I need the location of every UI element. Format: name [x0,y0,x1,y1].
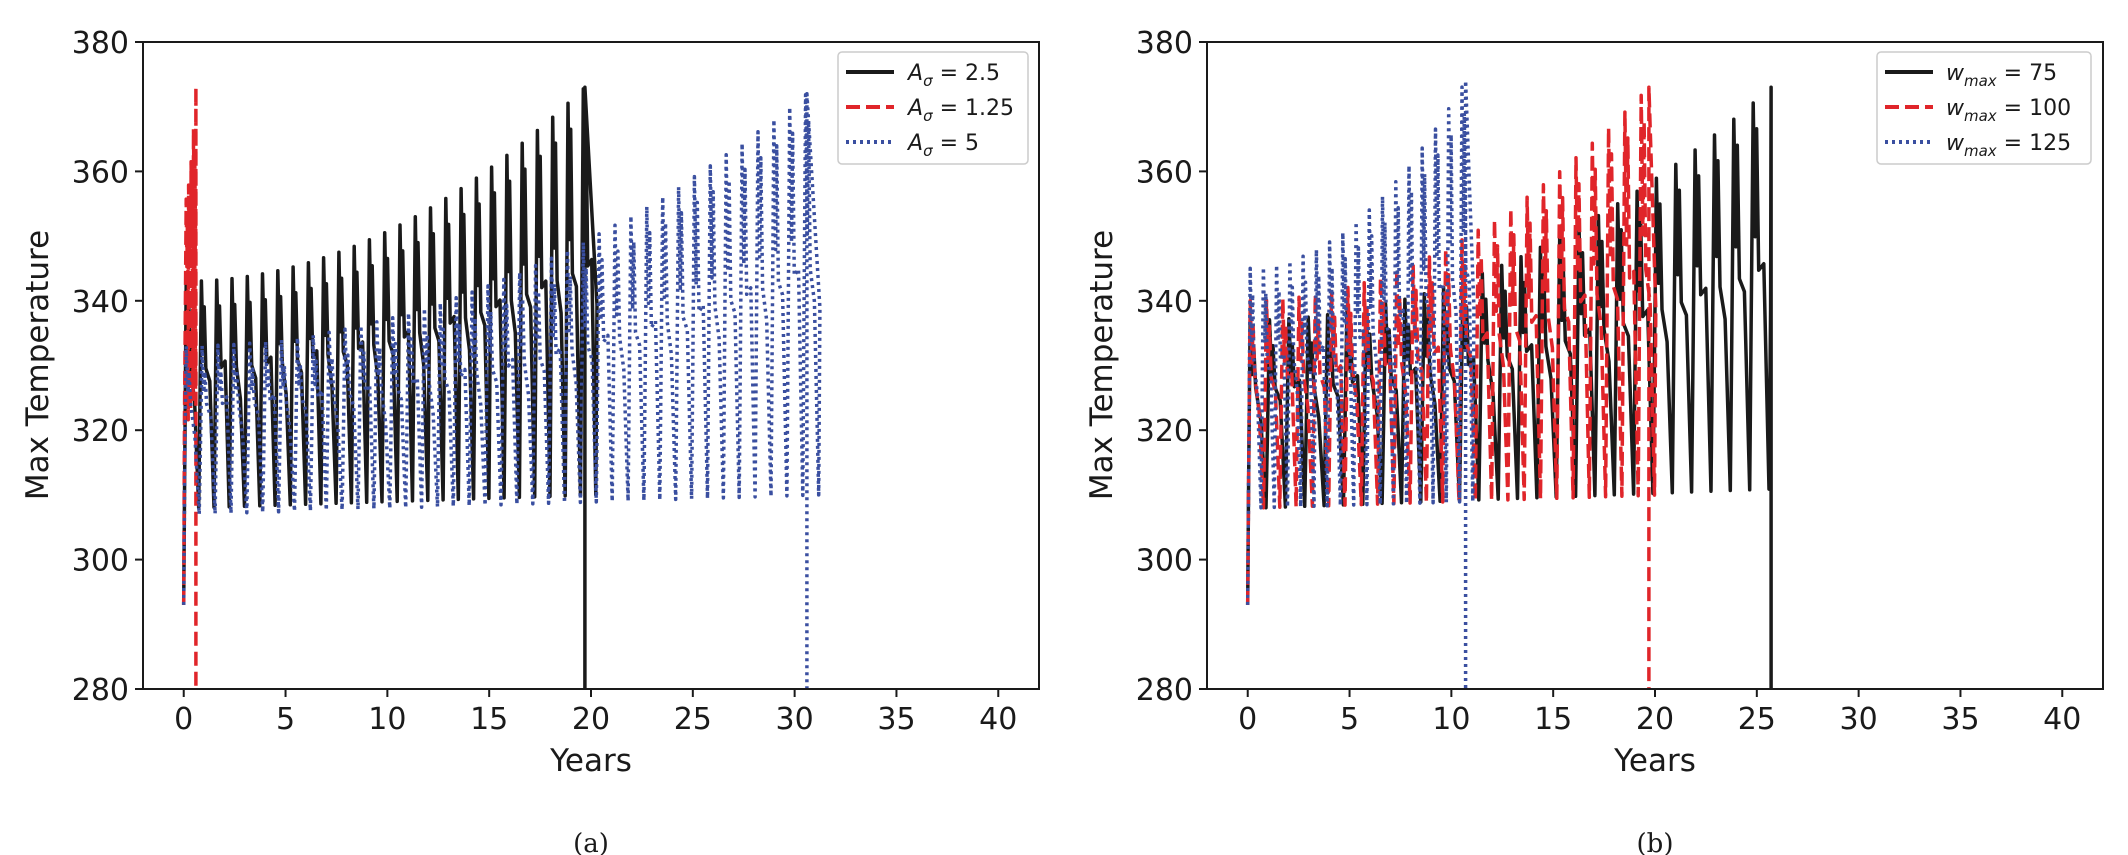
x-tick-label-b-8: 40 [2043,702,2081,737]
legend-label-a-1: Aσ = 1.25 [906,96,1014,125]
x-axis-ticks-a: 0 5 10 15 20 25 30 35 40 [174,689,1017,737]
legend-label-b-0: wmax = 75 [1946,61,2057,90]
x-tick-label-b-3: 15 [1534,702,1572,737]
legend-label-a-0: Aσ = 2.5 [906,61,1000,90]
x-axis-ticks-b: 0 5 10 15 20 25 30 35 40 [1238,689,2081,737]
y-axis-ticks-b: 280 300 320 340 360 380 [1136,26,1207,708]
caption-b: (b) [1637,829,1674,855]
legend-label-b-2: wmax = 125 [1946,131,2071,160]
y-tick-label-a-3: 340 [72,285,129,320]
y-tick-label-b-2: 320 [1136,414,1193,449]
series-group-a [181,85,822,689]
x-tick-label-a-2: 10 [368,702,406,737]
legend-box-b [1876,51,2092,165]
legend-a: Aσ = 2.5 Aσ = 1.25 Aσ = 5 [837,51,1029,165]
y-tick-label-b-4: 360 [1136,155,1193,190]
series-group-b [1245,79,1773,689]
x-tick-label-a-0: 0 [174,702,193,737]
x-tick-label-a-1: 5 [276,702,295,737]
x-tick-label-b-2: 10 [1432,702,1470,737]
series-line-a-1 [181,85,198,689]
y-tick-label-a-0: 280 [72,673,129,708]
y-tick-label-a-2: 320 [72,414,129,449]
series-line-a-0 [181,85,599,689]
y-tick-label-b-0: 280 [1136,673,1193,708]
x-tick-label-b-5: 25 [1738,702,1776,737]
legend-label-a-2: Aσ = 5 [906,131,979,160]
y-axis-label-a: Max Temperature [20,230,56,500]
y-tick-label-b-5: 380 [1136,26,1193,61]
series-line-b-2 [1245,79,1476,689]
x-tick-label-b-6: 30 [1840,702,1878,737]
x-tick-label-b-1: 5 [1340,702,1359,737]
x-tick-label-a-7: 35 [877,702,915,737]
y-tick-label-a-5: 380 [72,26,129,61]
y-axis-label-b: Max Temperature [1084,230,1120,500]
y-tick-label-a-4: 360 [72,155,129,190]
y-tick-label-a-1: 300 [72,544,129,579]
legend-box-a [837,51,1029,165]
x-tick-label-b-0: 0 [1238,702,1257,737]
x-tick-label-a-6: 30 [776,702,814,737]
x-tick-label-a-4: 20 [572,702,610,737]
legend-b: wmax = 75 wmax = 100 wmax = 125 [1876,51,2092,165]
x-tick-label-a-5: 25 [674,702,712,737]
x-axis-label-b: Years [1613,743,1696,779]
panel-b: 0 5 10 15 20 25 30 35 40 280 300 320 340 360 380 Year… [1084,26,2104,855]
x-axis-label-a: Years [549,743,632,779]
x-tick-label-b-7: 35 [1941,702,1979,737]
caption-a: (a) [573,829,609,855]
x-tick-label-a-3: 15 [470,702,508,737]
y-tick-label-b-3: 340 [1136,285,1193,320]
panel-a: 0 5 10 15 20 25 30 35 40 280 300 320 340 360 380 Year… [20,26,1040,855]
x-tick-label-b-4: 20 [1636,702,1674,737]
legend-label-b-1: wmax = 100 [1946,96,2071,125]
series-line-a-2 [181,92,822,689]
y-axis-ticks-a: 280 300 320 340 360 380 [72,26,143,708]
x-tick-label-a-8: 40 [979,702,1017,737]
y-tick-label-b-1: 300 [1136,544,1193,579]
